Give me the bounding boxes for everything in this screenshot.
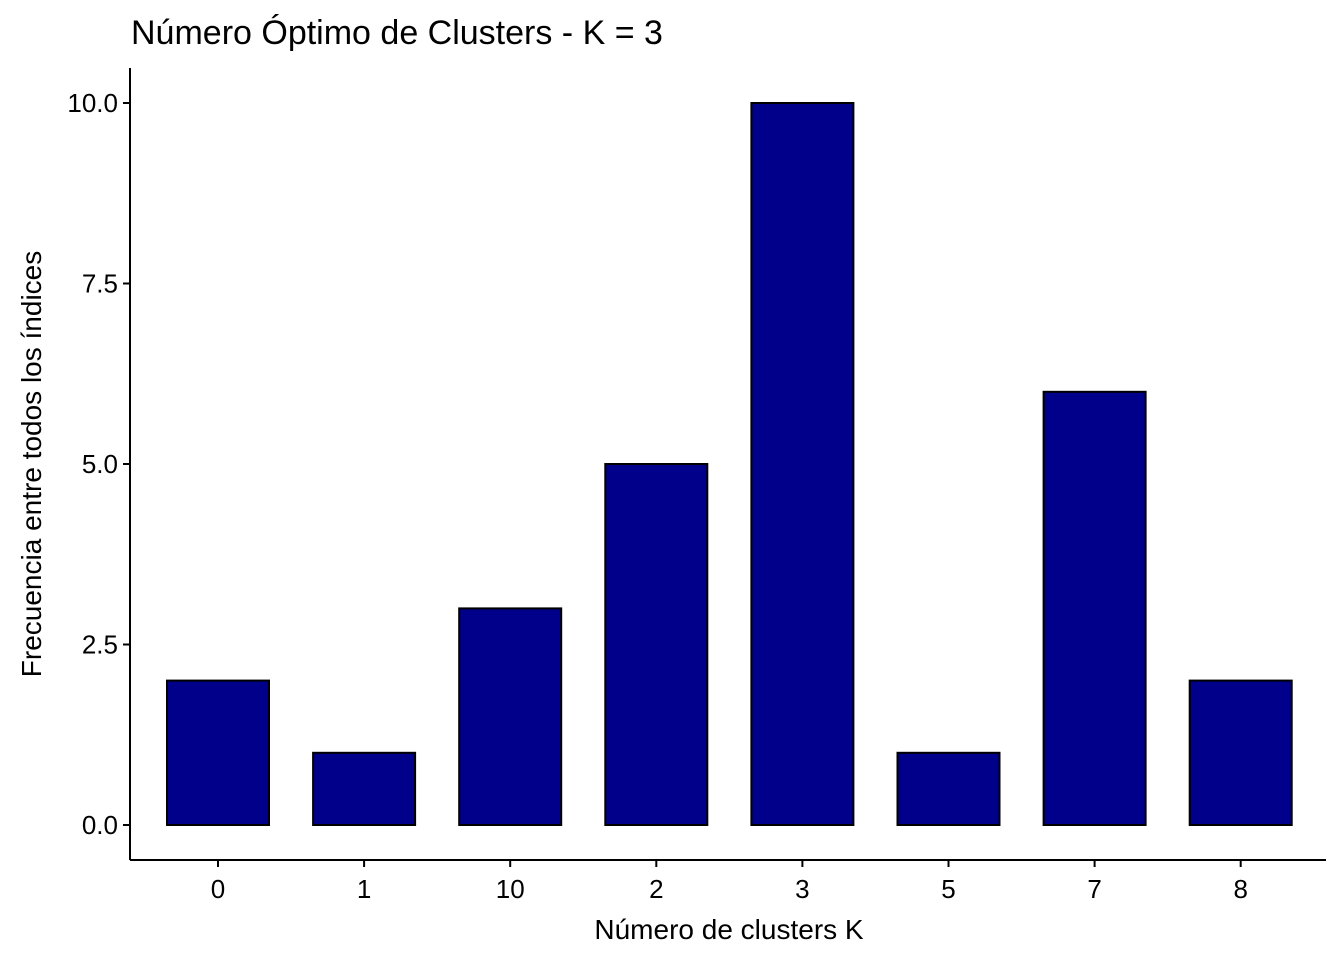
x-axis-label: Número de clusters K bbox=[594, 914, 864, 945]
x-tick-label: 7 bbox=[1087, 874, 1101, 904]
x-tick-label: 8 bbox=[1233, 874, 1247, 904]
bar-k-8 bbox=[1188, 679, 1293, 826]
y-tick-label: 2.5 bbox=[82, 630, 118, 660]
bar-k-0 bbox=[166, 679, 270, 826]
y-axis-label: Frecuencia entre todos los índices bbox=[16, 251, 47, 677]
bars-group bbox=[166, 102, 1293, 827]
chart-title: Número Óptimo de Clusters - K = 3 bbox=[131, 14, 663, 52]
y-tick-label: 5.0 bbox=[82, 449, 118, 479]
x-tick-label: 5 bbox=[941, 874, 955, 904]
bar-k-1 bbox=[312, 751, 417, 826]
y-tick-label: 7.5 bbox=[82, 269, 118, 299]
x-tick-label: 10 bbox=[496, 874, 525, 904]
bar-k-5 bbox=[896, 751, 1001, 826]
bar-k-7 bbox=[1042, 390, 1147, 826]
x-tick-label: 0 bbox=[211, 874, 225, 904]
bar-k-2 bbox=[604, 463, 709, 826]
y-ticks-group: 0.0 2.5 5.0 7.5 10.0 bbox=[67, 88, 130, 840]
bar-k-3 bbox=[750, 102, 855, 826]
x-tick-label: 2 bbox=[649, 874, 663, 904]
x-tick-label: 3 bbox=[795, 874, 809, 904]
y-tick-label: 10.0 bbox=[67, 88, 118, 118]
x-tick-label: 1 bbox=[357, 874, 371, 904]
y-tick-label: 0.0 bbox=[82, 810, 118, 840]
bar-k-10 bbox=[458, 607, 563, 827]
x-ticks-group: 0 1 10 2 3 5 7 8 bbox=[211, 860, 1248, 904]
